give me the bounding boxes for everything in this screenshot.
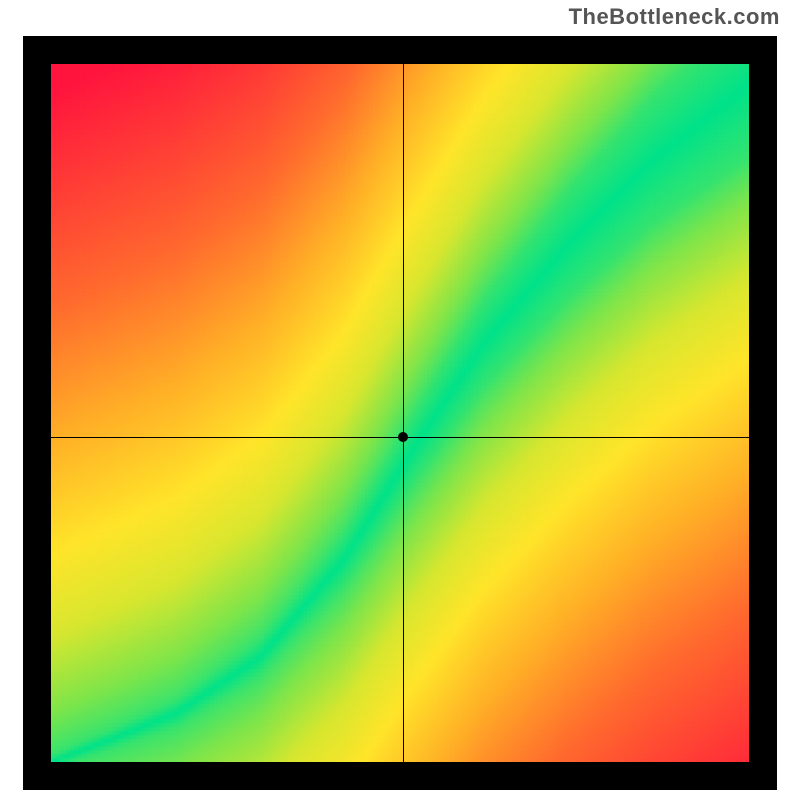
crosshair-vertical-line bbox=[403, 64, 404, 762]
heatmap-plot-area bbox=[51, 64, 749, 762]
crosshair-marker-dot bbox=[398, 432, 408, 442]
heatmap-canvas bbox=[51, 64, 749, 762]
root-container: TheBottleneck.com bbox=[0, 0, 800, 800]
watermark-text: TheBottleneck.com bbox=[569, 4, 780, 30]
